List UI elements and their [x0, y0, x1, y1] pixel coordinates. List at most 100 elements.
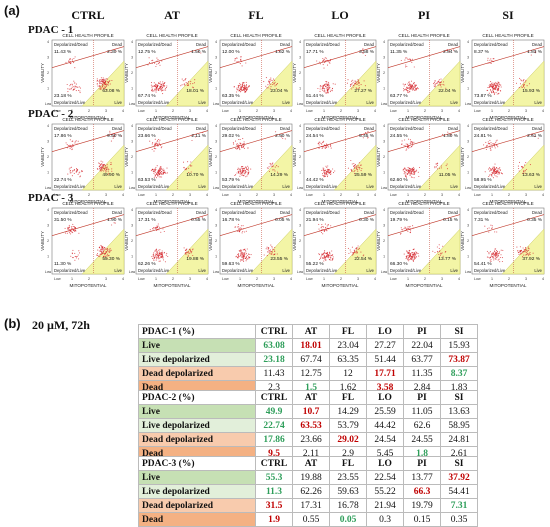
event-dot	[105, 170, 107, 172]
event-dot	[66, 230, 68, 233]
event-dot	[409, 143, 411, 145]
quadrant-label-br: Live	[450, 184, 458, 189]
event-dot	[332, 83, 334, 85]
y-tick-label: Low	[129, 186, 136, 190]
event-dot	[239, 138, 241, 141]
event-dot	[412, 144, 414, 146]
event-dot	[400, 232, 402, 234]
event-dot	[246, 168, 248, 170]
event-dot	[404, 229, 406, 232]
row-label: Live	[138, 338, 256, 353]
event-dot	[238, 253, 240, 255]
x-tick-label: Low	[138, 109, 145, 113]
event-dot	[323, 176, 325, 178]
event-dot	[159, 176, 161, 178]
event-dot	[99, 250, 102, 252]
event-dot	[491, 225, 493, 227]
event-dot	[407, 58, 409, 60]
event-dot	[328, 146, 330, 148]
event-dot	[362, 51, 364, 54]
event-dot	[321, 228, 323, 230]
event-dot	[325, 91, 327, 94]
event-dot	[331, 88, 334, 90]
x-tick-label: 4	[458, 277, 460, 281]
event-dot	[414, 257, 416, 259]
event-dot	[322, 59, 324, 61]
quadrant-value-tr: 2.11 %	[191, 133, 206, 139]
event-dot	[497, 250, 499, 252]
event-dot	[71, 60, 74, 62]
event-dot	[185, 169, 187, 171]
event-dot	[269, 80, 271, 83]
event-dot	[115, 50, 117, 52]
event-dot	[101, 84, 104, 86]
event-dot	[106, 78, 109, 80]
event-dot	[109, 249, 111, 251]
event-dot	[272, 254, 274, 256]
table-column-header: PI	[403, 324, 441, 339]
event-dot	[328, 88, 330, 90]
event-dot	[153, 257, 155, 259]
quadrant-value-tl: 16.78 %	[222, 217, 240, 223]
event-dot	[156, 89, 158, 91]
y-tick-label: 3	[47, 140, 49, 144]
event-dot	[247, 165, 249, 167]
table-cell: 16.78	[329, 498, 367, 513]
event-dot	[275, 88, 277, 90]
event-dot	[184, 168, 186, 170]
table-cell: 0.35	[440, 512, 478, 527]
event-dot	[184, 249, 186, 251]
quadrant-label-tl: Depolarized/Dead	[138, 210, 172, 215]
event-dot	[404, 145, 406, 147]
event-dot	[321, 147, 323, 149]
x-tick-label: 1	[239, 109, 241, 113]
table-cell: 51.44	[366, 352, 404, 367]
x-axis-label: MITOPOTENTIAL	[154, 199, 191, 204]
event-dot	[158, 61, 160, 63]
event-dot	[316, 60, 318, 62]
x-tick-label: Low	[306, 109, 313, 113]
y-tick-label: 2	[467, 155, 469, 159]
y-tick-label: 1	[299, 171, 301, 175]
live-gate	[81, 60, 125, 107]
event-dot	[188, 172, 190, 174]
event-dot	[240, 60, 242, 62]
x-tick-label: 3	[525, 277, 527, 281]
event-dot	[66, 232, 68, 234]
quadrant-label-tl: Depolarized/Dead	[390, 42, 424, 47]
event-dot	[154, 175, 156, 177]
event-dot	[242, 85, 244, 87]
event-dot	[401, 229, 403, 231]
event-dot	[102, 79, 105, 81]
event-dot	[488, 227, 490, 229]
event-dot	[157, 175, 159, 177]
event-dot	[330, 173, 332, 175]
event-dot	[269, 162, 271, 164]
event-dot	[71, 58, 73, 60]
event-dot	[240, 227, 242, 229]
event-dot	[493, 259, 495, 261]
event-dot	[249, 256, 251, 258]
event-dot	[105, 78, 107, 80]
live-gate	[333, 228, 377, 275]
event-dot	[166, 85, 168, 87]
event-dot	[433, 83, 435, 85]
quadrant-label-tl: Depolarized/Dead	[474, 210, 508, 215]
event-dot	[358, 88, 360, 90]
event-dot	[404, 89, 406, 91]
event-dot	[233, 86, 235, 88]
quadrant-line-diagonal	[135, 214, 209, 237]
event-dot	[158, 82, 160, 84]
event-dot	[110, 249, 112, 251]
quadrant-label-tr: Dead	[364, 126, 375, 131]
x-tick-label: Low	[222, 277, 229, 281]
event-dot	[355, 80, 357, 82]
event-dot	[495, 258, 497, 260]
event-dot	[409, 146, 411, 148]
event-dot	[492, 85, 494, 87]
table-cell: 24.54	[366, 432, 404, 447]
event-dot	[106, 257, 108, 259]
event-dot	[408, 170, 410, 172]
event-dot	[441, 252, 443, 254]
event-dot	[364, 85, 366, 87]
